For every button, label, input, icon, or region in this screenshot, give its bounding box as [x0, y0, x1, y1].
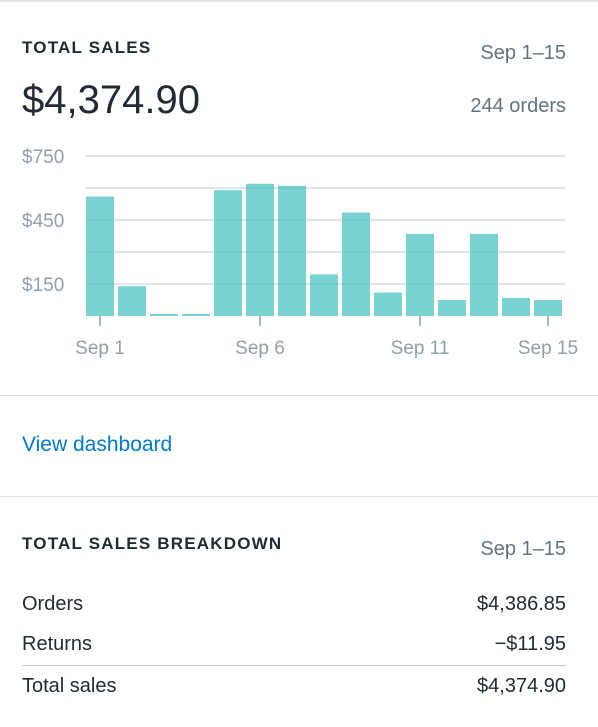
view-dashboard-link[interactable]: View dashboard	[22, 433, 173, 456]
bar-sep-5[interactable]	[214, 190, 242, 316]
y-tick-label: $150	[22, 275, 64, 296]
total-sales-label: Total sales	[22, 675, 117, 697]
total-separator	[22, 665, 566, 666]
breakdown-date-range: Sep 1–15	[480, 538, 566, 560]
chart-x-axis: Sep 1 Sep 6 Sep 11 Sep 15	[75, 316, 578, 359]
orders-label: Orders	[22, 593, 84, 615]
total-sales-date-range: Sep 1–15	[480, 42, 566, 64]
x-tick-label: Sep 6	[235, 338, 285, 359]
bar-sep-7[interactable]	[278, 185, 306, 316]
bar-sep-3[interactable]	[150, 313, 178, 316]
orders-value: $4,386.85	[477, 593, 566, 615]
bar-sep-12[interactable]	[438, 300, 466, 316]
sales-bar-chart[interactable]: $750 $450 $150 Sep 1 Sep 6 Sep 11 Sep 15	[0, 140, 598, 370]
top-border	[0, 0, 598, 2]
x-tick-label: Sep 1	[75, 338, 125, 359]
bar-sep-10[interactable]	[374, 292, 402, 316]
bar-sep-14[interactable]	[502, 297, 530, 316]
returns-label: Returns	[22, 633, 93, 655]
x-tick-label: Sep 15	[518, 338, 578, 359]
bar-sep-6[interactable]	[246, 183, 274, 316]
bar-sep-9[interactable]	[342, 212, 370, 316]
section-divider	[0, 496, 598, 497]
total-sales-value: $4,374.90	[477, 675, 566, 697]
x-tick-label: Sep 11	[391, 338, 450, 359]
bar-sep-11[interactable]	[406, 233, 434, 316]
bar-sep-8[interactable]	[310, 274, 338, 316]
y-tick-label: $750	[22, 147, 64, 168]
chart-y-axis: $750 $450 $150	[22, 147, 64, 296]
y-tick-label: $450	[22, 211, 64, 232]
bar-sep-15[interactable]	[534, 300, 562, 316]
returns-value: −$11.95	[494, 633, 566, 655]
breakdown-title: TOTAL SALES BREAKDOWN	[22, 534, 283, 553]
total-sales-title: TOTAL SALES	[22, 38, 152, 57]
total-sales-amount: $4,374.90	[22, 78, 200, 122]
section-divider	[0, 395, 598, 396]
bar-sep-1[interactable]	[86, 196, 114, 316]
orders-count: 244 orders	[470, 95, 566, 117]
bar-sep-4[interactable]	[182, 313, 210, 316]
bar-sep-13[interactable]	[470, 233, 498, 316]
chart-bars	[86, 183, 562, 316]
bar-sep-2[interactable]	[118, 286, 146, 316]
